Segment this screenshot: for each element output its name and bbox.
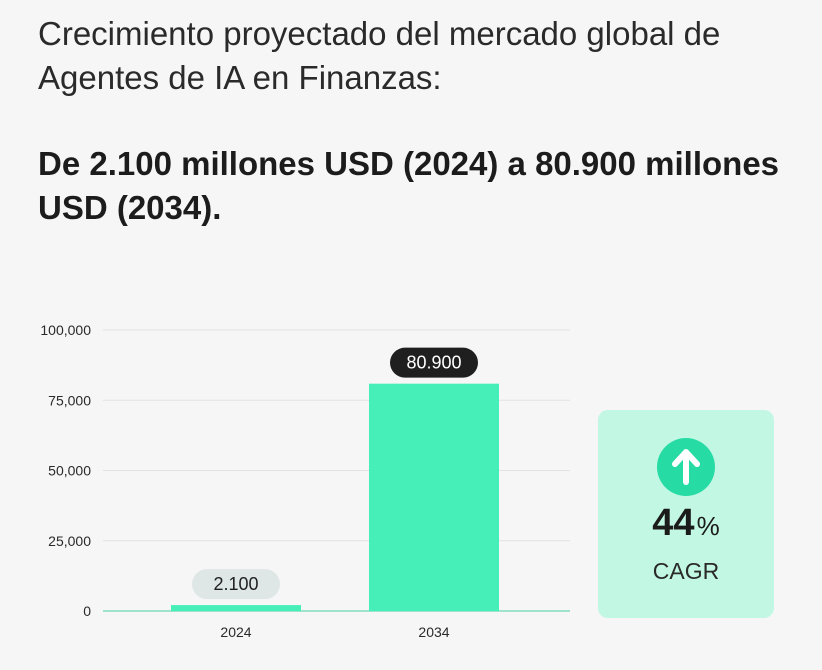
x-tick-label: 2024 [220,624,251,640]
data-label-pill [192,569,280,600]
cagr-unit: % [696,511,720,541]
chart-headline: De 2.100 millones USD (2024) a 80.900 mi… [38,145,780,226]
grid-lines [103,329,570,612]
y-tick-label: 25,000 [48,533,91,549]
bar [369,383,499,611]
cagr-number: 44 [652,502,695,544]
y-tick-label: 0 [83,603,91,619]
data-label-pill [390,347,478,378]
cagr-value: 44% [598,502,774,545]
data-labels: 2.100 80.900 [192,347,478,600]
arrow-up-icon [657,438,715,496]
x-axis-ticks: 2024 2034 [220,624,449,640]
data-label: 2.100 [213,574,258,594]
y-tick-label: 100,000 [40,322,91,338]
x-tick-label: 2034 [418,624,449,640]
cagr-label: CAGR [652,558,720,584]
y-tick-label: 75,000 [48,392,91,408]
data-label: 80.900 [406,353,461,373]
bars [171,383,499,611]
cagr-card: 44% CAGR [598,410,774,618]
bar [171,605,301,611]
chart-subtitle: Crecimiento proyectado del mercado globa… [38,15,721,96]
y-axis-ticks: 0 25,000 50,000 75,000 100,000 [40,322,91,619]
bar-chart: 0 25,000 50,000 75,000 100,000 2024 2034 2.10… [40,322,570,640]
y-tick-label: 50,000 [48,463,91,479]
